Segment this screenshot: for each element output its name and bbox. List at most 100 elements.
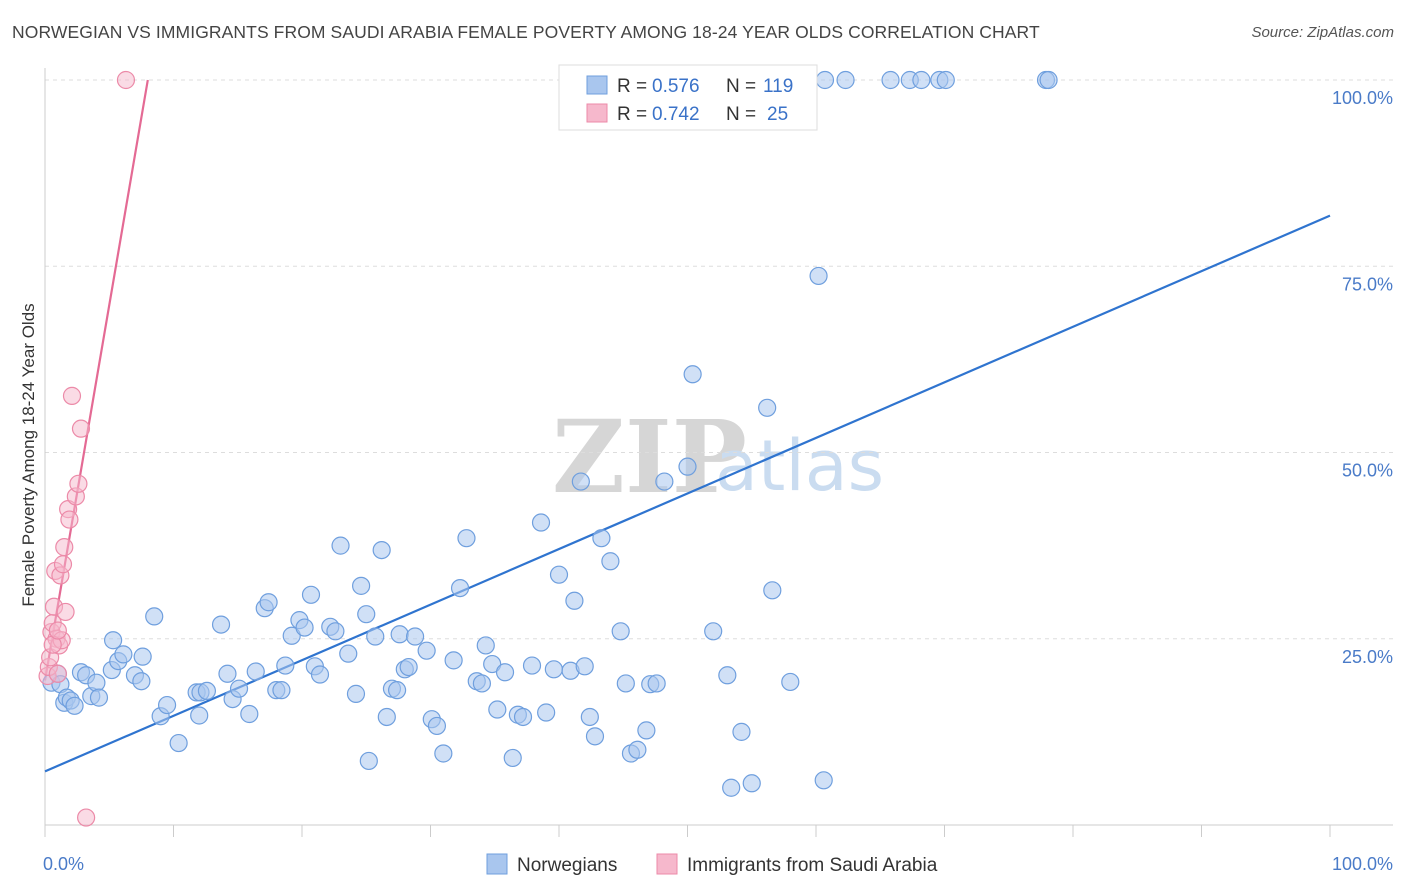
norwegian-point-31 xyxy=(240,704,259,724)
norwegian-point-88 xyxy=(592,529,611,548)
norwegian-point-43 xyxy=(310,665,330,684)
norwegian-point-103 xyxy=(732,722,751,741)
y-tick-label-3: 25.0% xyxy=(1342,647,1393,667)
saudi-point-24 xyxy=(48,621,67,640)
y-tick-label-2: 50.0% xyxy=(1342,461,1393,481)
saudi-point-13 xyxy=(55,538,74,557)
saudi-point-17 xyxy=(62,386,82,405)
series-legend[interactable]: Norwegians Immigrants from Saudi Arabia xyxy=(486,853,938,876)
norwegian-point-72 xyxy=(488,700,507,719)
legend-n-label-1: N = xyxy=(726,76,756,97)
norwegian-point-122 xyxy=(1039,70,1058,90)
norwegian-point-85 xyxy=(575,657,594,676)
chart-title: NORWEGIAN VS IMMIGRANTS FROM SAUDI ARABI… xyxy=(12,22,1040,42)
norwegian-point-24 xyxy=(190,706,209,725)
saudi-point-16 xyxy=(60,510,79,529)
legend-r-label-2: R = xyxy=(617,104,647,125)
norwegian-point-21 xyxy=(157,695,177,715)
norwegian-point-47 xyxy=(339,644,358,663)
norwegian-point-109 xyxy=(814,771,833,790)
saudi-point-21 xyxy=(77,808,96,827)
norwegian-point-108 xyxy=(809,266,828,286)
norwegian-point-116 xyxy=(881,70,900,90)
norwegian-point-98 xyxy=(678,457,697,476)
norwegian-point-77 xyxy=(522,656,542,675)
norwegian-point-90 xyxy=(611,622,630,641)
norwegian-point-61 xyxy=(417,641,436,660)
norwegian-point-17 xyxy=(132,672,151,691)
y-tick-label-1: 75.0% xyxy=(1342,274,1393,294)
norwegian-point-73 xyxy=(495,663,515,682)
norwegian-point-78 xyxy=(531,513,551,532)
norwegian-point-34 xyxy=(259,593,278,612)
saudi-point-22 xyxy=(116,70,136,90)
norwegian-point-50 xyxy=(357,605,376,624)
norwegian-point-94 xyxy=(637,721,656,740)
legend-n-value-2: 25 xyxy=(767,104,788,125)
norwegian-point-65 xyxy=(444,651,463,670)
norwegian-point-32 xyxy=(246,662,265,681)
legend-r-label-1: R = xyxy=(617,76,647,97)
series-norwegians xyxy=(42,70,1058,797)
norwegian-point-49 xyxy=(352,576,371,595)
norwegian-point-56 xyxy=(387,681,407,700)
norwegian-point-18 xyxy=(133,647,152,666)
norwegian-point-105 xyxy=(758,398,777,417)
norwegian-point-30 xyxy=(229,679,249,698)
legend-r-value-2: 0.742 xyxy=(652,104,700,125)
legend-r-value-1: 0.576 xyxy=(652,76,700,97)
norwegian-point-46 xyxy=(331,536,350,555)
norwegian-point-63 xyxy=(427,716,447,736)
norwegian-point-53 xyxy=(372,540,391,560)
axes xyxy=(44,68,1393,837)
norwegian-point-70 xyxy=(476,636,495,655)
norwegian-point-74 xyxy=(503,748,522,768)
norwegian-point-22 xyxy=(169,733,188,753)
y-axis-title: Female Poverty Among 18-24 Year Olds xyxy=(19,303,38,606)
norwegian-point-91 xyxy=(616,674,635,693)
norwegian-point-81 xyxy=(549,565,569,584)
norwegian-point-101 xyxy=(718,666,737,685)
trend-line-saudi xyxy=(43,79,149,681)
norwegian-point-48 xyxy=(346,684,366,703)
norwegian-point-26 xyxy=(197,681,217,701)
norwegian-point-79 xyxy=(537,703,556,722)
x-tick-label-max: 100.0% xyxy=(1332,854,1393,874)
norwegian-point-86 xyxy=(580,707,599,727)
norwegian-point-37 xyxy=(276,656,295,675)
norwegian-point-100 xyxy=(704,622,723,641)
norwegian-point-40 xyxy=(295,618,314,637)
norwegian-point-99 xyxy=(683,365,702,384)
x-tick-label-min: 0.0% xyxy=(43,854,84,874)
legend-swatch-blue xyxy=(586,75,608,95)
legend-norwegians-swatch xyxy=(486,853,508,875)
norwegian-point-27 xyxy=(211,615,231,634)
norwegian-point-67 xyxy=(457,529,476,548)
norwegian-point-102 xyxy=(722,778,741,797)
norwegian-point-93 xyxy=(628,740,647,759)
source-credit: Source: ZipAtlas.com xyxy=(1251,24,1394,41)
norwegian-point-118 xyxy=(912,70,931,90)
y-tick-label-0: 100.0% xyxy=(1332,88,1393,108)
norwegian-point-87 xyxy=(585,727,605,746)
norwegian-point-64 xyxy=(434,744,453,763)
watermark-zip: ZIP xyxy=(552,398,747,516)
watermark-atlas: atlas xyxy=(715,425,884,507)
norwegian-point-10 xyxy=(87,673,106,692)
norwegian-point-114 xyxy=(815,70,835,90)
norwegian-point-107 xyxy=(781,672,800,692)
norwegian-point-59 xyxy=(399,657,418,677)
norwegian-point-104 xyxy=(742,774,761,793)
norwegian-point-13 xyxy=(104,631,123,650)
norwegian-point-15 xyxy=(114,645,133,664)
norwegian-point-19 xyxy=(145,607,164,626)
norwegian-point-36 xyxy=(272,681,291,700)
saudi-point-19 xyxy=(69,474,88,493)
legend-saudi-label: Immigrants from Saudi Arabia xyxy=(687,855,938,876)
norwegian-point-11 xyxy=(89,688,109,707)
norwegian-point-97 xyxy=(655,472,674,491)
norwegian-point-71 xyxy=(483,654,502,674)
norwegian-point-38 xyxy=(282,626,301,645)
norwegian-point-52 xyxy=(366,627,385,646)
